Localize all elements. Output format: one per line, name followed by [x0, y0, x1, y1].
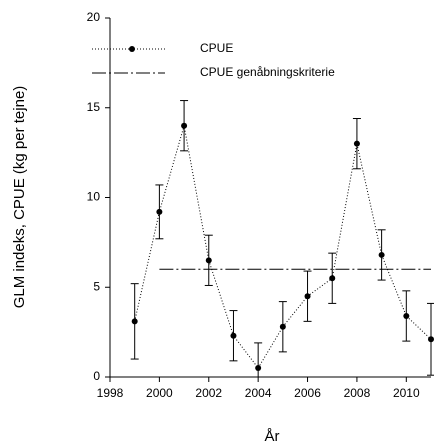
point	[353, 140, 360, 147]
legend-marker	[129, 46, 135, 52]
point	[181, 122, 188, 129]
x-tick-label: 2008	[344, 386, 371, 400]
x-tick-label: 2000	[146, 386, 173, 400]
legend-label: CPUE	[200, 41, 233, 55]
plot-area	[130, 100, 434, 377]
x-tick-label: 1998	[97, 386, 124, 400]
x-tick-label: 2002	[195, 386, 222, 400]
x-axis-title: År	[265, 428, 280, 445]
point	[329, 275, 336, 282]
point	[255, 365, 262, 372]
y-tick-label: 0	[93, 369, 100, 383]
point	[403, 312, 410, 319]
point	[428, 336, 434, 343]
point	[230, 332, 237, 339]
x-tick-label: 2010	[393, 386, 420, 400]
legend-label: CPUE genåbningskriterie	[200, 65, 335, 79]
y-tick-label: 10	[87, 190, 101, 204]
x-tick-label: 2004	[245, 386, 272, 400]
y-tick-label: 15	[87, 100, 101, 114]
x-tick-label: 2006	[294, 386, 321, 400]
y-axis-title: GLM indeks, CPUE (kg per tejne)	[11, 86, 28, 309]
point	[304, 293, 311, 300]
point	[378, 251, 385, 258]
point	[205, 257, 212, 264]
point	[156, 208, 163, 215]
y-tick-label: 5	[93, 279, 100, 293]
point	[279, 323, 286, 330]
point	[131, 318, 138, 325]
y-tick-label: 20	[87, 10, 101, 24]
